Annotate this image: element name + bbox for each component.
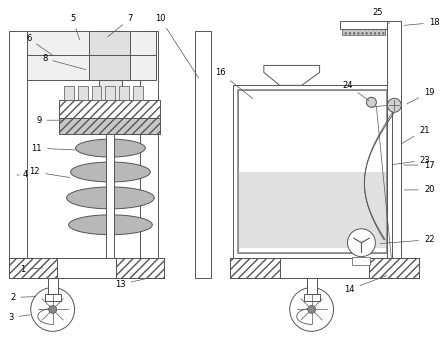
Circle shape <box>307 306 315 314</box>
Bar <box>233 85 392 258</box>
Text: 19: 19 <box>407 88 435 104</box>
Circle shape <box>347 229 375 257</box>
Bar <box>230 258 280 277</box>
Bar <box>9 258 164 277</box>
Text: 4: 4 <box>17 170 27 179</box>
Polygon shape <box>264 66 319 85</box>
Text: 20: 20 <box>404 186 435 194</box>
Bar <box>27 31 156 80</box>
Bar <box>195 31 211 277</box>
Text: 14: 14 <box>344 275 387 294</box>
Bar <box>92 86 101 100</box>
Text: 22: 22 <box>380 235 435 244</box>
Text: 23: 23 <box>392 155 431 165</box>
Text: 25: 25 <box>372 8 389 24</box>
Bar <box>238 90 387 253</box>
Bar <box>140 31 158 258</box>
Bar <box>58 100 160 118</box>
Ellipse shape <box>69 215 152 235</box>
Bar <box>45 294 61 301</box>
Bar <box>230 258 419 277</box>
Text: 12: 12 <box>30 167 70 178</box>
Text: 11: 11 <box>31 144 76 153</box>
Bar <box>280 258 369 277</box>
Bar <box>58 118 160 134</box>
Bar <box>238 90 387 253</box>
Text: 6: 6 <box>26 34 54 56</box>
Bar <box>98 80 122 100</box>
Bar <box>9 258 57 277</box>
Ellipse shape <box>66 187 154 209</box>
Text: 18: 18 <box>404 18 439 27</box>
Bar <box>78 86 88 100</box>
Bar <box>133 86 144 100</box>
Bar <box>353 257 370 264</box>
Text: 16: 16 <box>215 68 253 98</box>
Bar <box>117 258 164 277</box>
Ellipse shape <box>70 162 150 182</box>
Text: 8: 8 <box>42 54 86 70</box>
Circle shape <box>290 287 334 331</box>
Bar <box>387 21 401 258</box>
Circle shape <box>387 98 401 112</box>
Bar <box>106 134 114 258</box>
Bar <box>9 31 27 258</box>
Text: 13: 13 <box>115 278 148 289</box>
Circle shape <box>31 287 74 331</box>
Bar <box>105 86 116 100</box>
Bar <box>303 294 319 301</box>
Text: 1: 1 <box>20 265 43 274</box>
Text: 21: 21 <box>402 126 429 144</box>
Bar <box>342 28 385 35</box>
Bar <box>238 172 387 248</box>
Circle shape <box>49 306 57 314</box>
Text: 3: 3 <box>8 313 30 322</box>
Bar <box>339 21 387 28</box>
Bar <box>48 277 58 294</box>
Text: 9: 9 <box>36 116 63 125</box>
Text: 2: 2 <box>10 293 36 302</box>
Circle shape <box>366 97 377 107</box>
Bar <box>120 86 129 100</box>
Bar <box>89 31 130 80</box>
Text: 17: 17 <box>404 161 435 169</box>
Ellipse shape <box>76 139 145 157</box>
Text: 24: 24 <box>342 81 369 101</box>
Bar <box>57 258 117 277</box>
Text: 7: 7 <box>108 14 133 37</box>
Bar <box>307 277 317 294</box>
Text: 10: 10 <box>155 14 198 78</box>
Text: 5: 5 <box>70 14 80 40</box>
Bar <box>369 258 419 277</box>
Bar <box>64 86 74 100</box>
